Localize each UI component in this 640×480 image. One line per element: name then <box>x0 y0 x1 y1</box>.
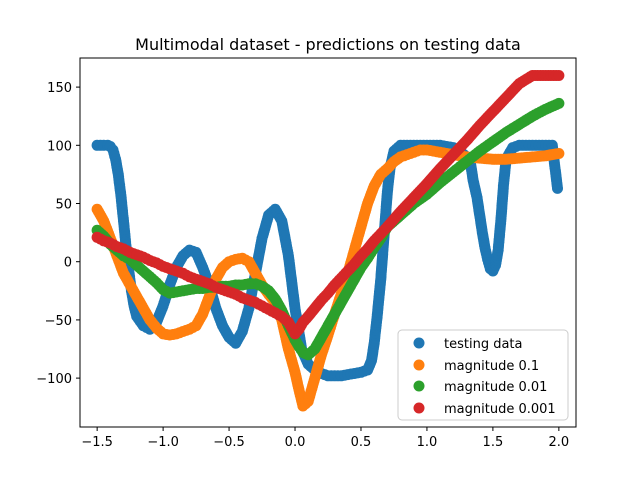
x-tick-label: 1.5 <box>483 435 504 450</box>
legend-label-magnitude-0-01: magnitude 0.01 <box>444 380 547 395</box>
legend: testing data magnitude 0.1 magnitude 0.0… <box>397 329 569 421</box>
legend-label-testing-data: testing data <box>444 337 522 352</box>
x-tick-label: 0.5 <box>351 435 372 450</box>
series-3 <box>91 70 565 340</box>
y-tick-label: 0 <box>64 256 72 271</box>
data-point <box>552 182 563 194</box>
legend-box <box>397 329 569 421</box>
y-tick-label: 50 <box>55 198 72 213</box>
legend-marker-magnitude-0-001 <box>413 402 425 414</box>
legend-marker-magnitude-0-1 <box>413 359 425 371</box>
y-axis: −100 −50 0 50 100 150 <box>36 81 80 387</box>
y-tick-label: 150 <box>47 81 72 96</box>
x-tick-label: 1.0 <box>417 435 438 450</box>
x-tick-label: 2.0 <box>549 435 570 450</box>
legend-marker-testing-data <box>413 337 425 349</box>
x-tick-label: −0.5 <box>213 435 245 450</box>
legend-label-magnitude-0-1: magnitude 0.1 <box>444 359 539 374</box>
legend-label-magnitude-0-001: magnitude 0.001 <box>444 402 556 417</box>
legend-marker-magnitude-0-01 <box>413 380 425 392</box>
data-point <box>553 148 565 159</box>
chart-title: Multimodal dataset - predictions on test… <box>135 35 521 54</box>
x-tick-label: −1.0 <box>147 435 179 450</box>
series-2 <box>91 97 565 361</box>
plot-points <box>91 70 565 412</box>
y-tick-label: −50 <box>45 314 72 329</box>
data-point <box>553 70 565 81</box>
x-tick-label: 0.0 <box>285 435 306 450</box>
y-tick-label: −100 <box>36 372 72 387</box>
axes-frame <box>79 57 577 428</box>
x-tick-label: −1.5 <box>81 435 113 450</box>
y-tick-label: 100 <box>47 139 72 154</box>
x-axis: −1.5 −1.0 −0.5 0.0 0.5 1.0 1.5 2.0 <box>81 427 569 450</box>
data-point <box>553 97 565 109</box>
